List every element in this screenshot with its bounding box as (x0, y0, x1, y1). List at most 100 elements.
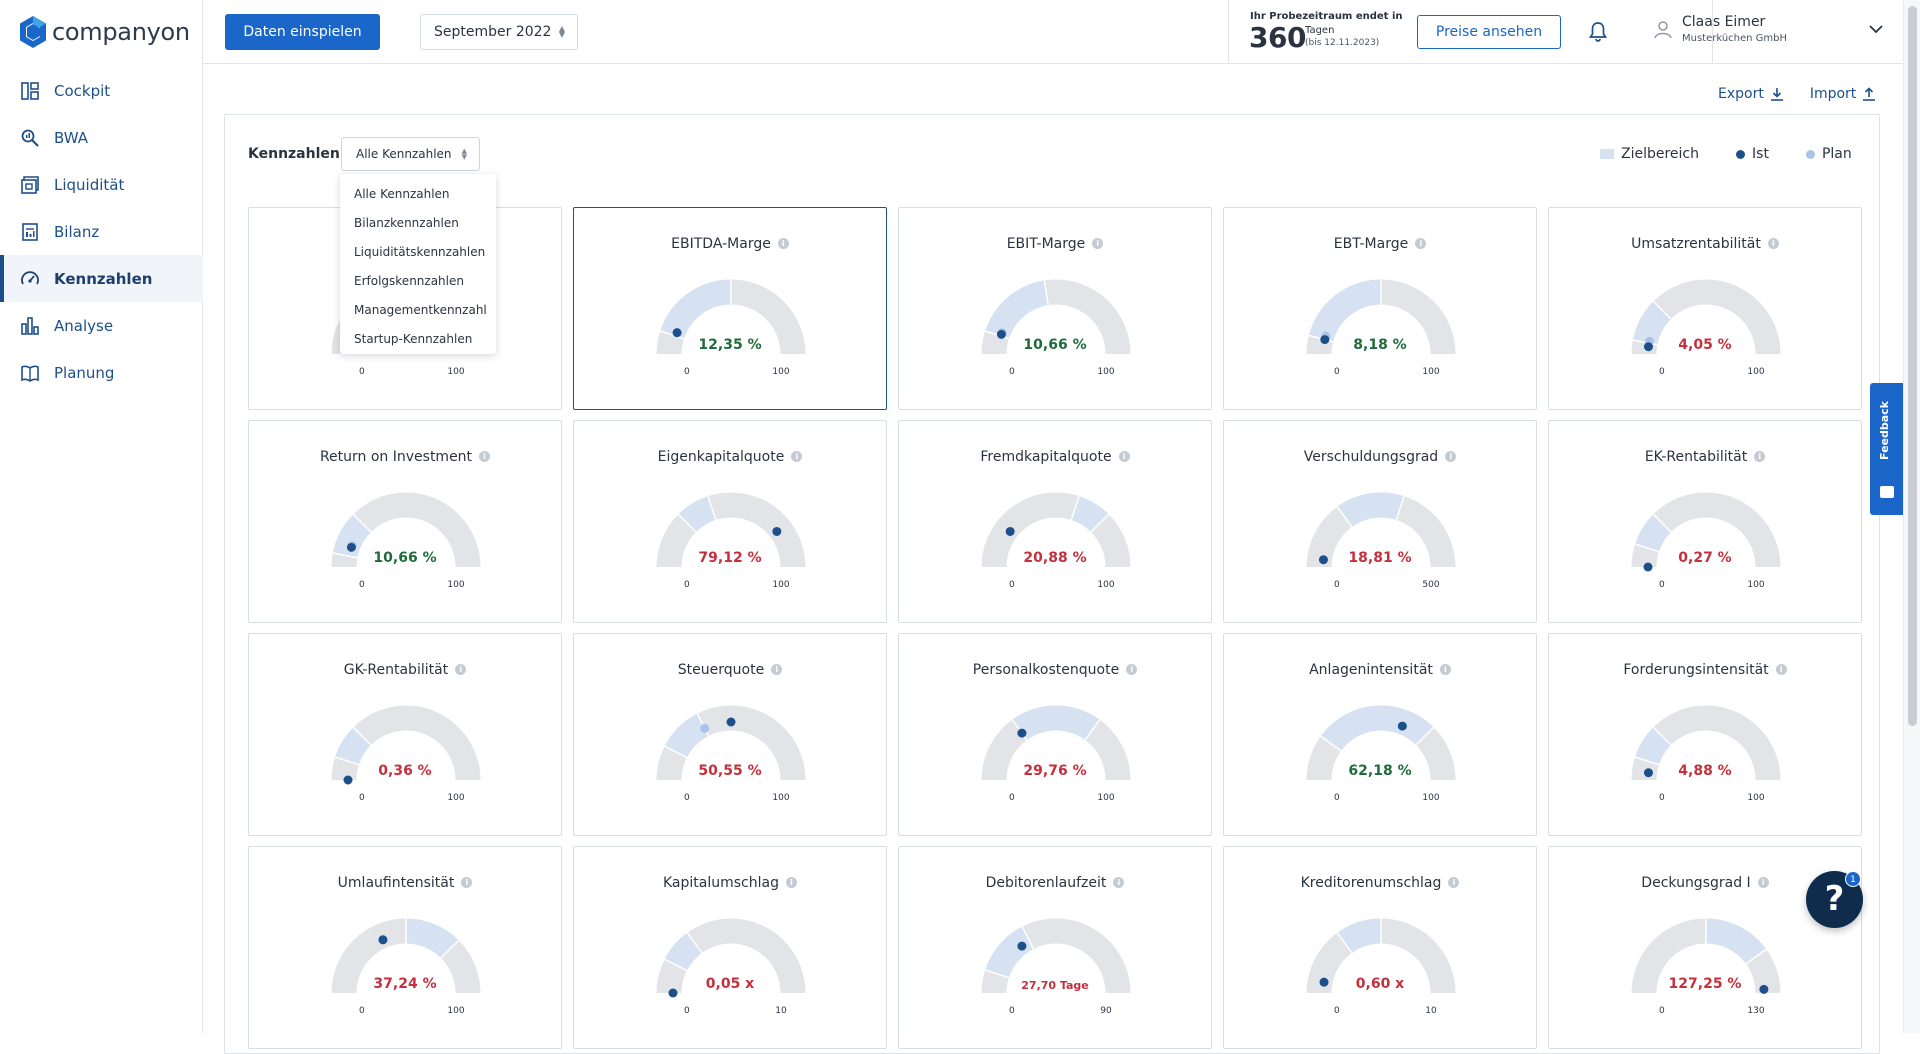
kpi-card[interactable]: EBIT-Marge i 10,66 % 0 100 (898, 207, 1212, 410)
info-icon[interactable]: i (1775, 664, 1787, 675)
info-icon[interactable]: i (1439, 664, 1451, 675)
kpi-card[interactable]: EK-Rentabilität i 0,27 % 0 100 (1548, 420, 1862, 623)
import-label: Import (1809, 86, 1857, 102)
sidebar-item-planung[interactable]: Planung (0, 349, 203, 396)
scrollbar-thumb[interactable] (1908, 6, 1917, 726)
gauge-max-label: 100 (772, 367, 790, 377)
gauge-max-label: 500 (1422, 580, 1440, 590)
gauge-zone-divider (1652, 726, 1672, 746)
info-icon[interactable]: i (479, 451, 491, 462)
dropdown-option[interactable]: Alle Kennzahlen (354, 187, 450, 201)
gauge-min-label: 0 (359, 367, 365, 377)
kpi-title-text: Kapitalumschlag (663, 875, 779, 891)
book-icon (21, 365, 39, 382)
gauge-max-label: 100 (447, 580, 465, 590)
info-icon[interactable]: i (1113, 877, 1125, 888)
gauge-zone-divider (1320, 735, 1342, 752)
kpi-title: Steuerquote i (574, 662, 886, 678)
gauge-target-zone (985, 926, 1035, 979)
kpi-card[interactable]: Anlagenintensität i 62,18 % 0 100 (1223, 633, 1537, 836)
page-scrollbar[interactable] (1903, 0, 1920, 1033)
info-icon[interactable]: i (777, 238, 789, 249)
bell-icon[interactable] (1585, 19, 1611, 45)
kpi-card[interactable]: Umlaufintensität i 37,24 % 0 100 (248, 846, 562, 1049)
gauge-max-label: 100 (1422, 367, 1440, 377)
info-icon[interactable]: i (1757, 877, 1769, 888)
gauge-actual-marker (726, 717, 736, 727)
info-icon[interactable]: i (455, 664, 467, 675)
sidebar-item-kennzahlen[interactable]: Kennzahlen (0, 255, 203, 302)
info-icon[interactable]: i (791, 451, 803, 462)
gauge-min-label: 0 (1334, 367, 1340, 377)
sidebar-item-analyse[interactable]: Analyse (0, 302, 203, 349)
kpi-card[interactable]: Verschuldungsgrad i 18,81 % 0 500 (1223, 420, 1537, 623)
kpi-card[interactable]: Deckungsgrad I i 127,25 % 0 130 (1548, 846, 1862, 1049)
info-icon[interactable]: i (1118, 451, 1130, 462)
dropdown-option[interactable]: Managementkennzahl (354, 303, 487, 317)
kpi-card[interactable]: Kapitalumschlag i 0,05 x 0 10 (573, 846, 887, 1049)
info-icon[interactable]: i (1448, 877, 1460, 888)
info-icon[interactable]: i (771, 664, 783, 675)
gauge-actual-marker (1017, 728, 1027, 738)
sidebar-item-liquiditaet[interactable]: Liquidität (0, 161, 203, 208)
gauge-min-label: 0 (1334, 1006, 1340, 1016)
gauge-min-label: 0 (684, 1006, 690, 1016)
import-data-button[interactable]: Daten einspielen (225, 14, 380, 50)
kpi-card[interactable]: Debitorenlaufzeit i 27,70 Tage 0 90 (898, 846, 1212, 1049)
gauge-zone-divider (1084, 719, 1101, 741)
import-link[interactable]: Import (1810, 86, 1876, 102)
kpi-card[interactable]: Steuerquote i 50,55 % 0 100 (573, 633, 887, 836)
kpi-card[interactable]: Personalkostenquote i 29,76 % 0 100 (898, 633, 1212, 836)
gauge-min-label: 0 (359, 793, 365, 803)
gauge-chart (1306, 918, 1456, 994)
select-arrows-icon: ▲ ▼ (558, 24, 565, 39)
user-menu[interactable]: Claas Eimer Musterküchen GmbH (1653, 13, 1893, 51)
kpi-card[interactable]: Forderungsintensität i 4,88 % 0 100 (1548, 633, 1862, 836)
gauge-actual-marker (1643, 562, 1653, 572)
sidebar-item-cockpit[interactable]: Cockpit (0, 67, 203, 114)
kpi-card[interactable]: Umsatzrentabilität i 4,05 % 0 100 (1548, 207, 1862, 410)
gauge-chart (656, 918, 806, 998)
kpi-title: GK-Rentabilität i (249, 662, 561, 678)
info-icon[interactable]: i (1445, 451, 1457, 462)
gauge-max-label: 100 (1097, 793, 1115, 803)
gauge-actual-marker (1318, 555, 1328, 565)
export-link[interactable]: Export (1718, 86, 1784, 102)
kpi-filter-dropdown: Alle Kennzahlen Bilanzkennzahlen Liquidi… (340, 174, 496, 354)
sidebar-item-bilanz[interactable]: Bilanz (0, 208, 203, 255)
dropdown-option[interactable]: Erfolgskennzahlen (354, 274, 464, 288)
gauge-chart (981, 279, 1131, 355)
info-icon[interactable]: i (1415, 238, 1427, 249)
feedback-tab[interactable]: Feedback (1870, 383, 1903, 515)
info-icon[interactable]: i (1754, 451, 1766, 462)
dropdown-option[interactable]: Liquiditätskennzahlen (354, 245, 486, 259)
kpi-card[interactable]: Kreditorenumschlag i 0,60 x 0 10 (1223, 846, 1537, 1049)
kpi-filter-select[interactable]: Alle Kennzahlen ▲ ▼ (341, 137, 480, 171)
info-icon[interactable]: i (461, 877, 473, 888)
sidebar: companyon Cockpit BWA Liquidität Bilanz … (0, 0, 203, 1033)
kpi-card[interactable]: EBT-Marge i 8,18 % 0 100 (1223, 207, 1537, 410)
kpi-value: 29,76 % (1023, 763, 1087, 779)
kpi-card[interactable]: EBITDA-Marge i 12,35 % 0 100 (573, 207, 887, 410)
gauge-chart (1306, 492, 1456, 568)
info-icon[interactable]: i (1767, 238, 1779, 249)
brand-logo[interactable]: companyon (18, 14, 190, 50)
info-icon[interactable]: i (785, 877, 797, 888)
view-prices-button[interactable]: Preise ansehen (1417, 15, 1561, 49)
gauge-actual-marker (1759, 984, 1769, 994)
kpi-card[interactable]: Return on Investment i 10,66 % 0 100 (248, 420, 562, 623)
kpi-card[interactable]: Fremdkapitalquote i 20,88 % 0 100 (898, 420, 1212, 623)
period-select[interactable]: September 2022 ▲ ▼ (420, 14, 578, 50)
kpi-card[interactable]: GK-Rentabilität i 0,36 % 0 100 (248, 633, 562, 836)
gauge-chart (1306, 279, 1456, 355)
select-arrows-icon: ▲ ▼ (461, 147, 467, 161)
dropdown-option[interactable]: Bilanzkennzahlen (354, 216, 459, 230)
kpi-card[interactable]: Eigenkapitalquote i 79,12 % 0 100 (573, 420, 887, 623)
info-icon[interactable]: i (1092, 238, 1104, 249)
gauge-target-zone (664, 713, 710, 759)
info-icon[interactable]: i (1126, 664, 1138, 675)
dropdown-option[interactable]: Startup-Kennzahlen (354, 332, 473, 346)
dashboard-icon (21, 81, 39, 100)
sidebar-item-bwa[interactable]: BWA (0, 114, 203, 161)
kpi-value: 18,81 % (1348, 550, 1412, 566)
